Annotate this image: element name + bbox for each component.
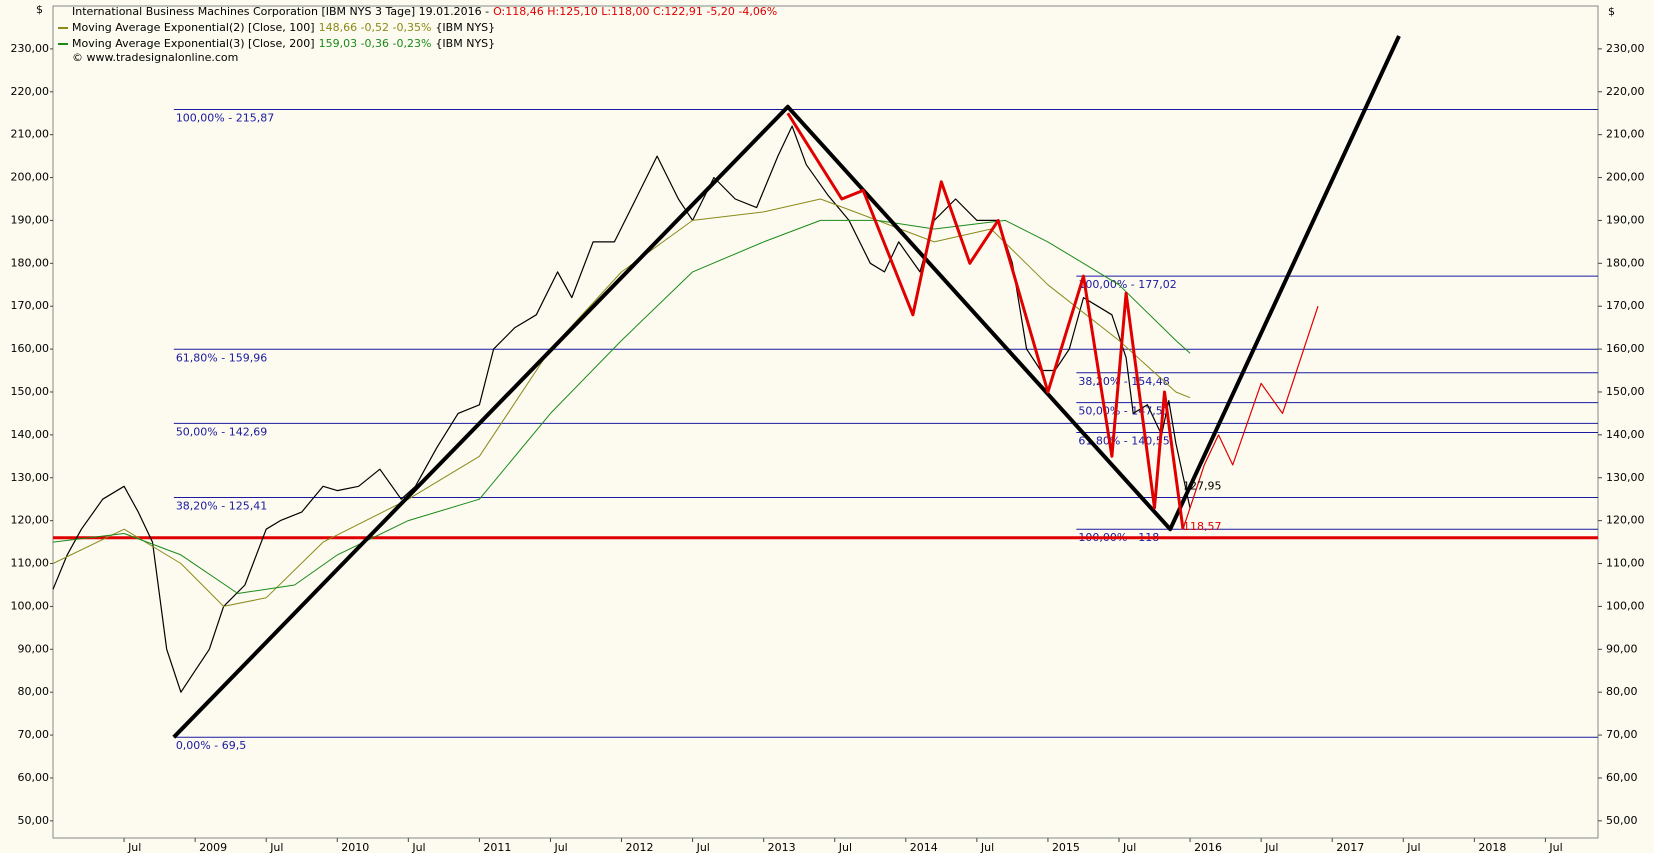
y-tick-label-right: 190,00 [1606, 213, 1645, 226]
x-tick-label: 2012 [626, 841, 654, 853]
legend-name: Moving Average Exponential(3) [Close, 20… [72, 37, 315, 50]
y-tick-label-right: 170,00 [1606, 299, 1645, 312]
y-tick-label: 140,00 [11, 428, 50, 441]
fib-label: 100,00% - 177,02 [1078, 278, 1176, 291]
y-tick-label: 60,00 [18, 771, 50, 784]
y-tick-label-right: 100,00 [1606, 599, 1645, 612]
y-tick-label-right: 200,00 [1606, 171, 1645, 184]
y-tick-label-right: 180,00 [1606, 256, 1645, 269]
x-tick-label: 2011 [483, 841, 511, 853]
x-tick-label: Jul [838, 841, 852, 853]
legend-suffix: {IBM NYS} [435, 37, 495, 50]
legend-suffix: {IBM NYS} [435, 21, 495, 34]
y-tick-label-right: 220,00 [1606, 85, 1645, 98]
x-tick-label: Jul [127, 841, 141, 853]
y-tick-label: 70,00 [18, 728, 50, 741]
y-tick-label: 100,00 [11, 599, 50, 612]
x-tick-label: Jul [1406, 841, 1420, 853]
y-tick-label: 220,00 [11, 85, 50, 98]
x-tick-label: 2015 [1052, 841, 1080, 853]
y-tick-label-right: 90,00 [1606, 642, 1638, 655]
x-tick-label: Jul [269, 841, 283, 853]
x-tick-label: Jul [1548, 841, 1562, 853]
y-tick-label-right: 60,00 [1606, 771, 1638, 784]
y-tick-label: 160,00 [11, 342, 50, 355]
x-tick-label: 2014 [910, 841, 938, 853]
currency-right: $ [1608, 5, 1615, 18]
series-line [52, 219, 1191, 594]
header-copyright: © www.tradesignalonline.com [72, 51, 238, 64]
y-tick-label-right: 150,00 [1606, 385, 1645, 398]
y-tick-label: 110,00 [11, 557, 50, 570]
fib-label: 100,00% - 215,87 [176, 111, 274, 124]
series-line [52, 198, 1191, 607]
trendline [786, 112, 1185, 530]
y-tick-label-right: 210,00 [1606, 128, 1645, 141]
plot-frame [52, 5, 1599, 839]
x-tick-label: 2009 [199, 841, 227, 853]
y-tick-label-right: 80,00 [1606, 685, 1638, 698]
fib-label: 50,00% - 147,51 [1078, 405, 1169, 418]
y-tick-label: 120,00 [11, 514, 50, 527]
x-tick-label: Jul [553, 841, 567, 853]
legend-values: 159,03 -0,36 -0,23% [319, 37, 432, 50]
legend-values: 148,66 -0,52 -0,35% [319, 21, 432, 34]
y-tick-label: 50,00 [18, 814, 50, 827]
fib-label: 61,80% - 159,96 [176, 351, 267, 364]
x-tick-label: Jul [696, 841, 710, 853]
y-tick-label-right: 70,00 [1606, 728, 1638, 741]
y-tick-label: 230,00 [11, 42, 50, 55]
y-tick-label-right: 130,00 [1606, 471, 1645, 484]
y-tick-label-right: 110,00 [1606, 557, 1645, 570]
header-instrument: International Business Machines Corporat… [72, 5, 489, 18]
y-tick-label-right: 50,00 [1606, 814, 1638, 827]
y-tick-label: 150,00 [11, 385, 50, 398]
fib-label: 38,20% - 154,48 [1078, 375, 1169, 388]
x-tick-label: 2018 [1478, 841, 1506, 853]
y-tick-label: 190,00 [11, 213, 50, 226]
fib-label: 50,00% - 142,69 [176, 425, 267, 438]
y-tick-label: 210,00 [11, 128, 50, 141]
plot-layer: 100,00% - 215,87 61,80% - 159,96 50,00% - … [52, 35, 1598, 752]
y-tick-label: 90,00 [18, 642, 50, 655]
fib-label: 0,00% - 69,5 [176, 739, 246, 752]
x-tick-label: Jul [411, 841, 425, 853]
price-annotation: 118,57 [1183, 520, 1222, 533]
x-tick-label: 2010 [341, 841, 369, 853]
x-tick-label: Jul [1122, 841, 1136, 853]
y-tick-label: 130,00 [11, 471, 50, 484]
y-tick-label-right: 230,00 [1606, 42, 1645, 55]
currency-left: $ [36, 3, 43, 16]
header: International Business Machines Corporat… [72, 5, 777, 64]
y-tick-label-right: 140,00 [1606, 428, 1645, 441]
y-tick-label: 170,00 [11, 299, 50, 312]
y-tick-label-right: 160,00 [1606, 342, 1645, 355]
y-tick-label: 180,00 [11, 256, 50, 269]
y-tick-label-right: 120,00 [1606, 514, 1645, 527]
fib-label: 38,20% - 125,41 [176, 499, 267, 512]
y-tick-label: 80,00 [18, 685, 50, 698]
x-tick-label: 2017 [1336, 841, 1364, 853]
y-tick-label: 200,00 [11, 171, 50, 184]
price-annotation: 127,95 [1183, 480, 1222, 493]
x-tick-label: 2013 [768, 841, 796, 853]
legend-name: Moving Average Exponential(2) [Close, 10… [72, 21, 315, 34]
x-tick-label: 2016 [1194, 841, 1222, 853]
x-tick-label: Jul [1264, 841, 1278, 853]
trendline [172, 35, 1401, 739]
header-quote: O:118,46 H:125,10 L:118,00 C:122,91 -5,2… [493, 5, 777, 18]
x-tick-label: Jul [980, 841, 994, 853]
trendline [1182, 306, 1319, 530]
